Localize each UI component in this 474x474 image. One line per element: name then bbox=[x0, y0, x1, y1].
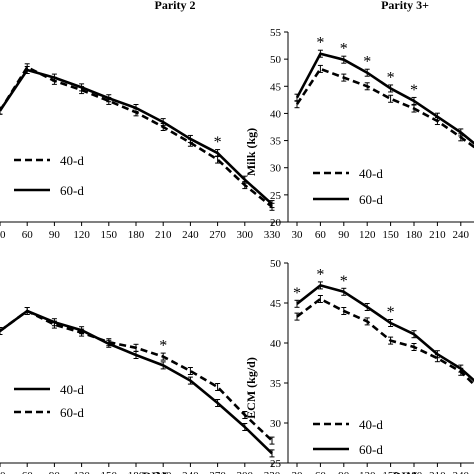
x-tick-label: 150 bbox=[382, 470, 399, 474]
y-tick-label: 45 bbox=[270, 81, 282, 93]
x-tick-label: 210 bbox=[155, 229, 172, 241]
legend-label: 40-d bbox=[60, 382, 84, 397]
x-tick-label: 330 bbox=[264, 470, 281, 474]
panel-title: Parity 2 bbox=[155, 0, 196, 12]
x-tick-label: 30 bbox=[292, 470, 304, 474]
y-tick-label: 30 bbox=[270, 163, 282, 175]
x-tick-label: 150 bbox=[101, 229, 118, 241]
x-tick-label: 120 bbox=[73, 229, 90, 241]
x-tick-label: 30 bbox=[0, 470, 6, 474]
significance-star: * bbox=[410, 82, 418, 99]
series-line-40-d bbox=[0, 65, 273, 208]
panel-title: Parity 3+ bbox=[381, 0, 429, 12]
x-tick-label: 210 bbox=[429, 229, 446, 241]
x-tick-label: 90 bbox=[49, 229, 61, 241]
legend-label: 60-d bbox=[60, 405, 84, 420]
x-tick-label: 300 bbox=[237, 470, 254, 474]
y-tick-label: 35 bbox=[270, 136, 282, 148]
panel-parity-3-milk: Parity 3+ 20 25 30 35 40 45 50 55 Milk (kg) 30 60 90… bbox=[244, 0, 474, 241]
legend-label: 60-d bbox=[60, 183, 84, 198]
y-tick-label: 30 bbox=[270, 418, 282, 430]
x-tick-label: 60 bbox=[22, 229, 34, 241]
significance-star: * bbox=[293, 285, 301, 302]
significance-star: * bbox=[214, 134, 222, 151]
x-tick-label: 180 bbox=[406, 470, 423, 474]
y-tick-label: 45 bbox=[270, 298, 282, 310]
x-tick-label: 60 bbox=[315, 229, 327, 241]
y-tick-label: 20 bbox=[270, 217, 282, 229]
significance-star: * bbox=[340, 41, 348, 58]
x-tick-label: 210 bbox=[155, 470, 172, 474]
x-tick-label: 90 bbox=[338, 229, 350, 241]
x-tick-label: 120 bbox=[359, 229, 376, 241]
x-tick-label: 300 bbox=[237, 229, 254, 241]
legend-label: 60-d bbox=[359, 442, 383, 457]
x-tick-label: 150 bbox=[101, 470, 118, 474]
x-tick-label: 180 bbox=[406, 229, 423, 241]
x-tick-label: 240 bbox=[453, 470, 470, 474]
x-tick-label: 60 bbox=[315, 470, 327, 474]
series-line-60-d bbox=[0, 68, 273, 206]
y-tick-label: 50 bbox=[270, 258, 282, 270]
significance-star: * bbox=[387, 304, 395, 321]
x-tick-label: 120 bbox=[73, 470, 90, 474]
y-tick-label: 50 bbox=[270, 54, 282, 66]
legend-label: 60-d bbox=[359, 192, 383, 207]
x-tick-label: 150 bbox=[382, 229, 399, 241]
series-line-60-d bbox=[0, 309, 273, 442]
x-tick-label: 240 bbox=[182, 229, 199, 241]
x-axis-label: DIM bbox=[143, 469, 168, 474]
x-tick-label: 90 bbox=[338, 470, 350, 474]
legend-label: 40-d bbox=[60, 153, 84, 168]
significance-star: * bbox=[316, 35, 324, 52]
y-axis-label: Milk (kg) bbox=[244, 128, 258, 176]
x-tick-label: 210 bbox=[429, 470, 446, 474]
x-tick-label: 60 bbox=[22, 470, 34, 474]
y-tick-label: 40 bbox=[270, 338, 282, 350]
significance-star: * bbox=[387, 69, 395, 86]
x-tick-label: 270 bbox=[209, 470, 226, 474]
y-tick-label: 35 bbox=[270, 378, 282, 390]
y-tick-label: 40 bbox=[270, 108, 282, 120]
y-tick-label: 25 bbox=[270, 190, 282, 202]
x-tick-label: 270 bbox=[209, 229, 226, 241]
significance-star: * bbox=[159, 338, 167, 355]
series-line-40-d bbox=[295, 67, 474, 149]
significance-star: * bbox=[316, 266, 324, 283]
x-tick-label: 180 bbox=[128, 470, 145, 474]
y-tick-label: 25 bbox=[270, 458, 282, 470]
significance-star: * bbox=[363, 54, 371, 71]
significance-star: * bbox=[340, 273, 348, 290]
x-tick-label: 240 bbox=[182, 470, 199, 474]
x-tick-label: 30 bbox=[292, 229, 304, 241]
panel-parity-2-milk: Parity 2 30 60 90 120 150 180 210 240 270 300 330 * 4… bbox=[0, 0, 332, 241]
x-tick-label: 30 bbox=[0, 229, 6, 241]
series-line-40-d bbox=[296, 297, 474, 387]
legend-label: 40-d bbox=[359, 417, 383, 432]
legend-label: 40-d bbox=[359, 166, 383, 181]
x-tick-label: 90 bbox=[49, 470, 61, 474]
series-line-60-d bbox=[295, 52, 474, 145]
y-tick-label: 55 bbox=[270, 27, 282, 39]
x-tick-label: 330 bbox=[264, 229, 281, 241]
panel-parity-2-ecm: 30 60 90 120 150 180 210 240 270 300 330 DIM * 40-d 60… bbox=[0, 307, 332, 474]
x-tick-label: 180 bbox=[128, 229, 145, 241]
y-axis-label: ECM (kg/d) bbox=[244, 357, 258, 419]
panel-parity-3-ecm: 25 30 35 40 45 50 ECM (kg/d) 30 60 90 120 150 180 210… bbox=[244, 258, 474, 474]
x-axis-label: DIM bbox=[393, 469, 418, 474]
x-tick-label: 240 bbox=[453, 229, 470, 241]
series-line-40-d bbox=[0, 309, 273, 455]
x-tick-label: 120 bbox=[359, 470, 376, 474]
